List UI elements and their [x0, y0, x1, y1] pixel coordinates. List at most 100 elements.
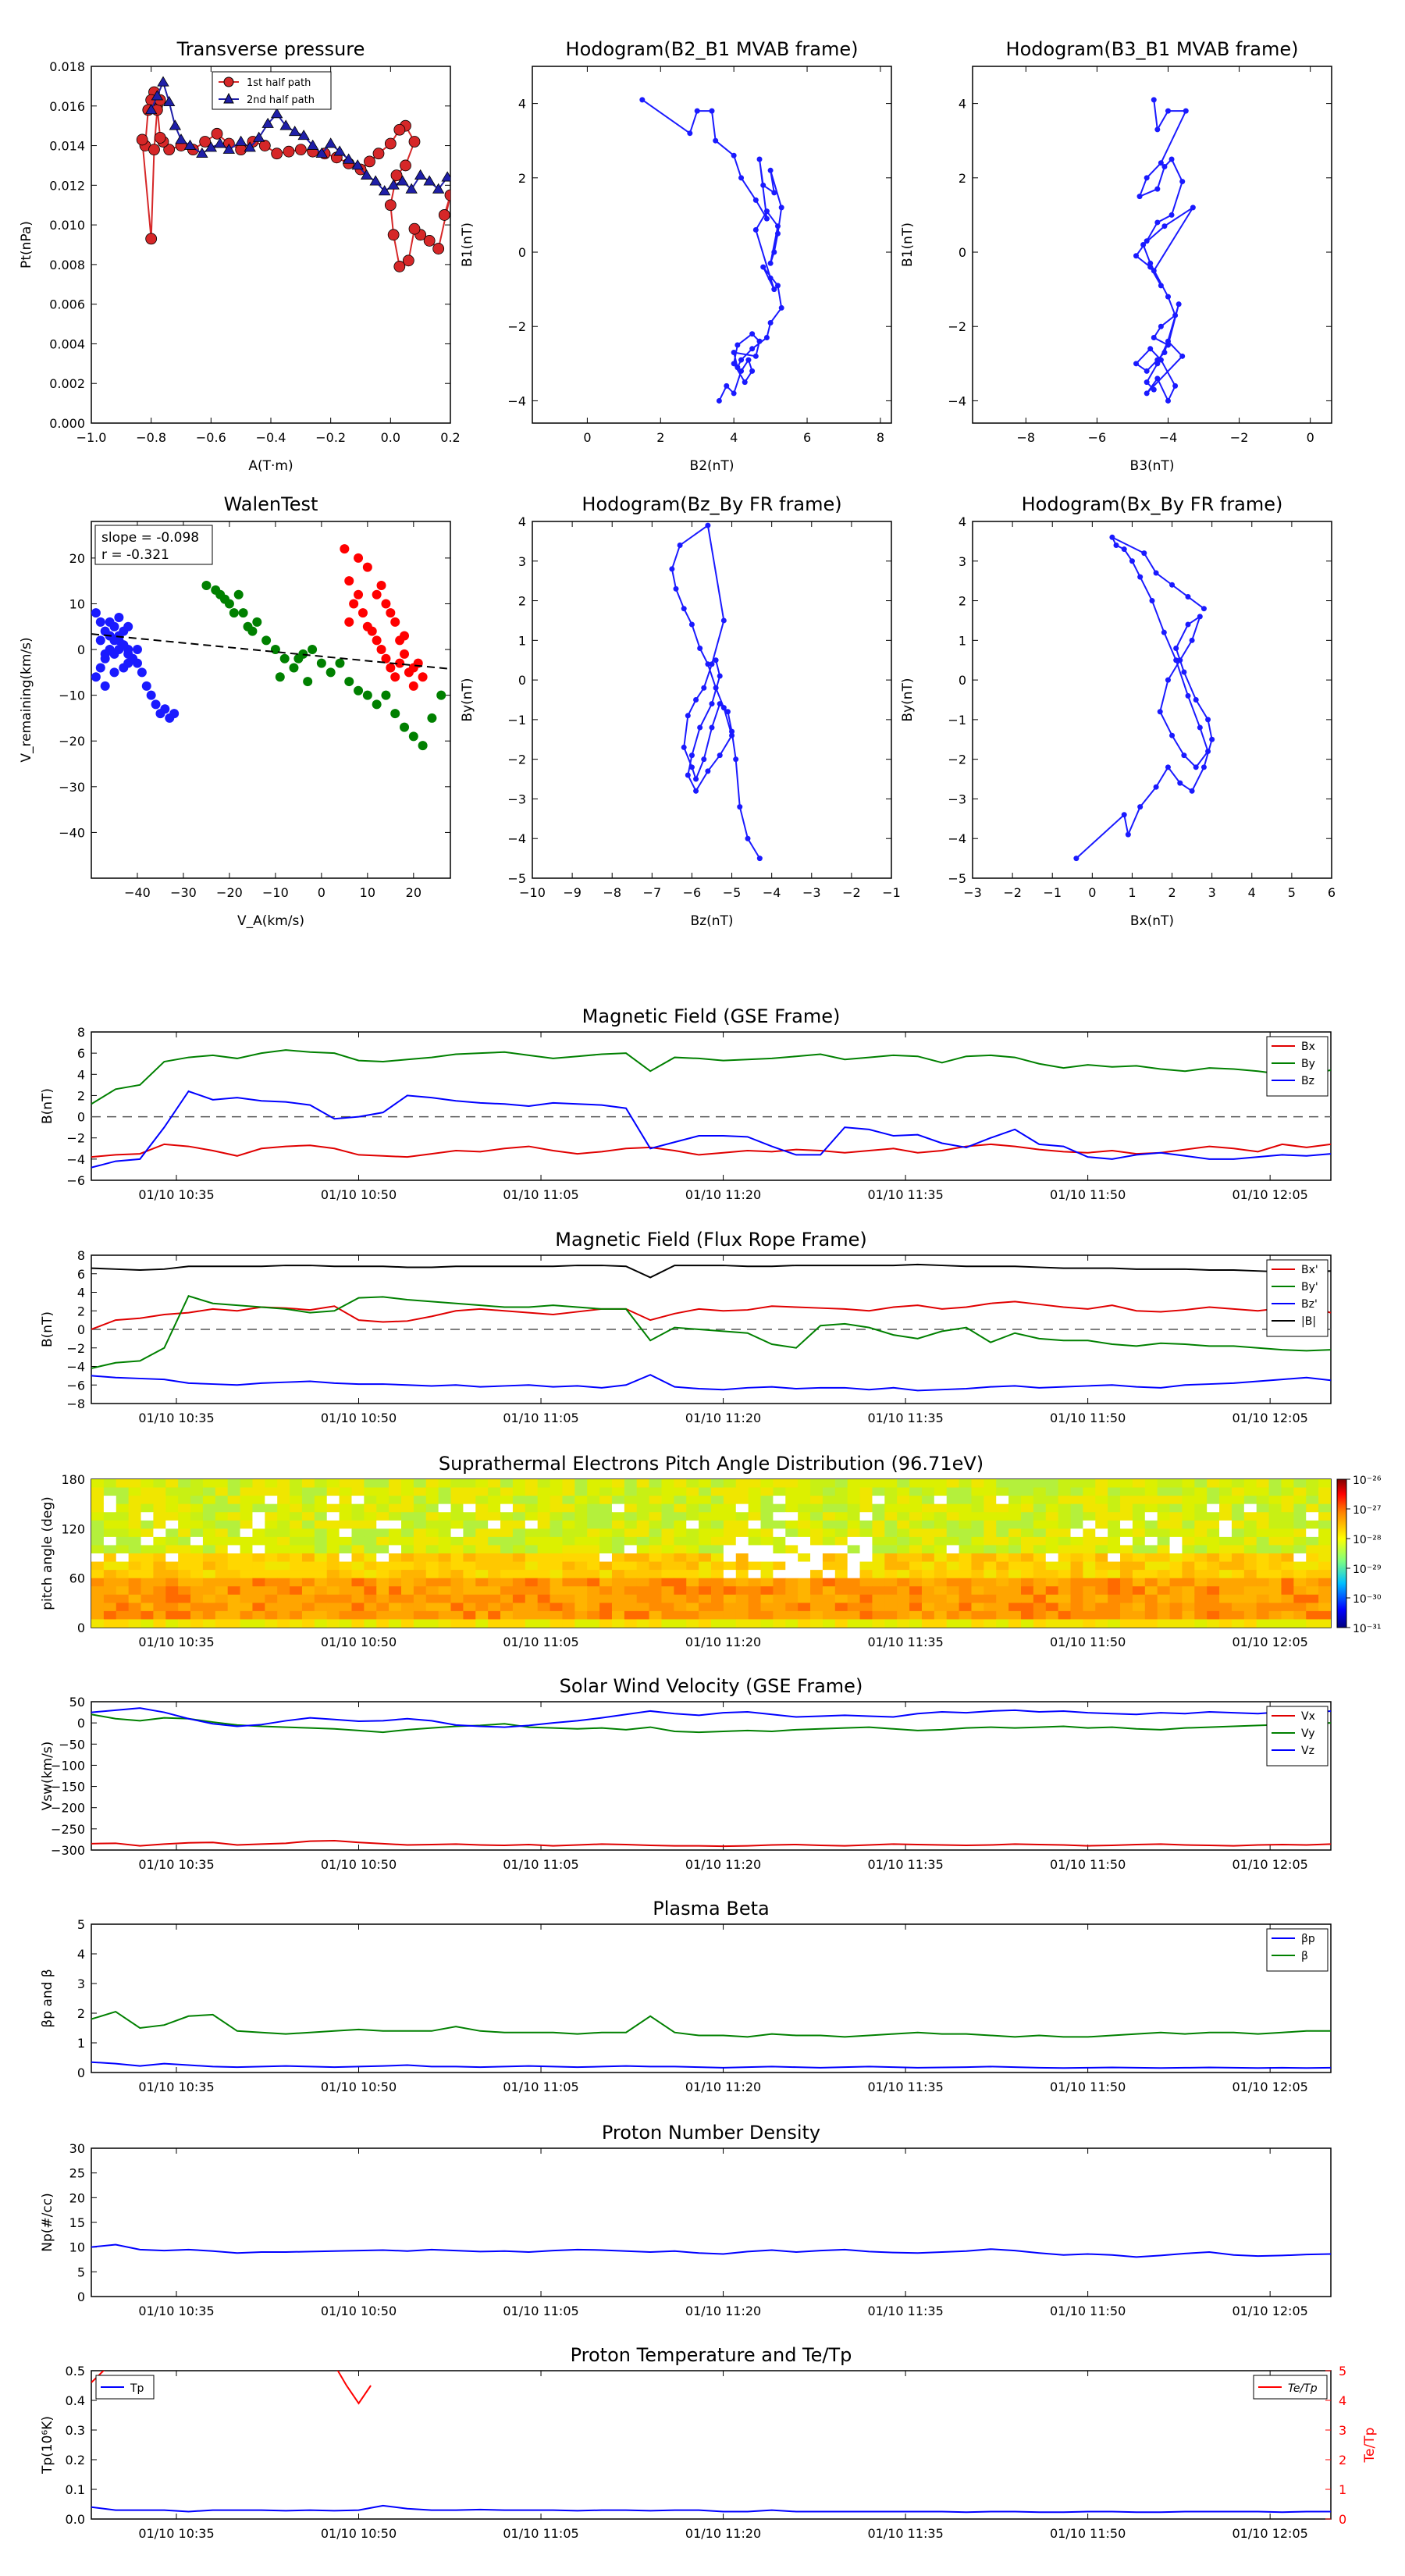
heatmap-cell [1293, 1512, 1307, 1521]
heatmap-cell [1021, 1536, 1034, 1546]
heatmap-cell [1293, 1578, 1307, 1587]
data-point [771, 286, 777, 293]
heatmap-cell [438, 1610, 452, 1621]
x-tick-label: 01/10 11:05 [503, 1857, 578, 1872]
y-tick-label: −40 [59, 825, 85, 840]
y-tick-label-right: 1 [1339, 2482, 1346, 2497]
y-tick-label: 4 [77, 1947, 85, 1962]
heatmap-cell [190, 1594, 204, 1603]
heatmap-cell [984, 1487, 997, 1496]
heatmap-cell [512, 1536, 526, 1546]
heatmap-cell [140, 1578, 154, 1587]
x-tick-label: −6 [1088, 430, 1107, 445]
heatmap-cell [748, 1528, 762, 1538]
heatmap-cell [1033, 1545, 1047, 1554]
heatmap-cell [1318, 1578, 1331, 1587]
heatmap-cell [425, 1528, 439, 1538]
heatmap-cell [959, 1578, 973, 1587]
heatmap-cell [1132, 1561, 1146, 1571]
heatmap-cell [1144, 1586, 1158, 1596]
heatmap-cell [1083, 1610, 1096, 1621]
data-point [444, 189, 450, 201]
heatmap-cell [290, 1528, 303, 1538]
heatmap-cell [810, 1603, 823, 1612]
heatmap-cell [1169, 1561, 1183, 1571]
series-line-Vy [91, 1713, 1331, 1734]
heatmap-cell [401, 1553, 414, 1563]
heatmap-cell [587, 1610, 600, 1621]
heatmap-cell [450, 1570, 464, 1579]
data-point [1173, 657, 1179, 664]
heatmap-cell [376, 1594, 389, 1603]
heatmap-cell [909, 1586, 923, 1596]
heatmap-cell [574, 1503, 588, 1513]
heatmap-cell [351, 1561, 365, 1571]
heatmap-cell [748, 1520, 762, 1529]
heatmap-cell [1169, 1586, 1183, 1596]
data-point [737, 804, 743, 810]
heatmap-cell [1095, 1610, 1108, 1621]
heatmap-cell [822, 1528, 836, 1538]
heatmap-cell [500, 1553, 514, 1563]
heatmap-cell [587, 1545, 600, 1554]
y-tick-label: 10 [69, 2240, 85, 2255]
heatmap-cell [624, 1603, 638, 1612]
heatmap-cell [525, 1586, 539, 1596]
heatmap-cell [723, 1528, 737, 1538]
heatmap-cell [413, 1610, 427, 1621]
heatmap-cell [847, 1545, 861, 1554]
heatmap-cell [1132, 1528, 1146, 1538]
legend: βpβ [1266, 1928, 1329, 1972]
data-point [713, 137, 719, 144]
data-point [369, 175, 382, 186]
heatmap-cell [636, 1487, 650, 1496]
heatmap-cell [1169, 1594, 1183, 1603]
heatmap-cell [859, 1561, 873, 1571]
y-tick-label-right: 2 [1339, 2453, 1346, 2467]
heatmap-cell [1095, 1496, 1108, 1505]
heatmap-cell [265, 1603, 278, 1612]
heatmap-cell [376, 1619, 389, 1628]
heatmap-cell [748, 1610, 762, 1621]
heatmap-cell [450, 1619, 464, 1628]
heatmap-cell [1120, 1487, 1133, 1496]
x-tick-label: 01/10 12:05 [1232, 1411, 1308, 1425]
heatmap-cell [1008, 1553, 1022, 1563]
heatmap-cell [103, 1503, 117, 1513]
heatmap-cell [512, 1528, 526, 1538]
heatmap-cell [525, 1536, 539, 1546]
data-point [349, 599, 359, 609]
heatmap-cell [537, 1479, 551, 1489]
heatmap-cell [1132, 1512, 1146, 1521]
heatmap-cell [1194, 1545, 1208, 1554]
heatmap-cell [1157, 1594, 1171, 1603]
heatmap-cell [1243, 1512, 1257, 1521]
heatmap-cell [748, 1503, 762, 1513]
heatmap-cell [1033, 1578, 1047, 1587]
annotation-box [94, 525, 213, 565]
heatmap-cell [1182, 1512, 1195, 1521]
heatmap-cell [810, 1528, 823, 1538]
y-tick-label: 25 [69, 2166, 85, 2181]
heatmap-cell [1231, 1520, 1245, 1529]
heatmap-cell [202, 1520, 216, 1529]
heatmap-cell [463, 1503, 476, 1513]
data-point [756, 338, 763, 344]
heatmap-cell [265, 1545, 278, 1554]
heatmap-cell [1108, 1594, 1121, 1603]
heatmap-cell [1231, 1487, 1245, 1496]
heatmap-cell [798, 1496, 811, 1505]
data-point [1181, 669, 1187, 675]
heatmap-cell [351, 1512, 365, 1521]
heatmap-cell [463, 1619, 476, 1628]
heatmap-cell [649, 1594, 663, 1603]
y-tick-label: −2 [66, 1341, 85, 1356]
heatmap-cell [711, 1619, 724, 1628]
heatmap-cell [735, 1594, 749, 1603]
heatmap-cell [834, 1603, 848, 1612]
heatmap-cell [190, 1561, 204, 1571]
x-tick-label: 01/10 11:35 [867, 2304, 943, 2318]
heatmap-cell [624, 1561, 638, 1571]
heatmap-cell [611, 1503, 625, 1513]
legend-label: Bz [1301, 1075, 1314, 1087]
